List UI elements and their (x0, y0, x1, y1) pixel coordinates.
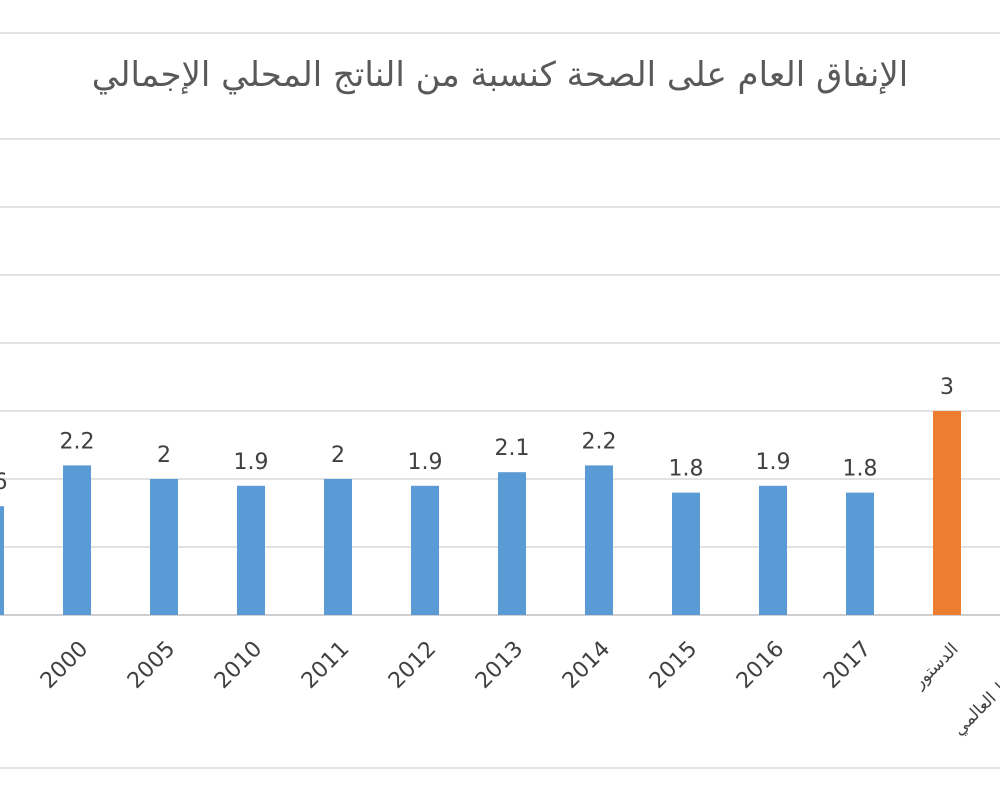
x-tick-labels: 1995 2000 2005 2010 2011 2012 2013 2014 2015 2016… (0, 637, 1000, 740)
chart-title: الإنفاق العام على الصحة كنسبة من الناتج … (91, 55, 909, 95)
bar-3 (237, 485, 265, 615)
data-label-8: 1.8 (669, 457, 704, 482)
x-tick-label-11: الدستور (909, 639, 963, 693)
data-label-7: 2.2 (582, 429, 617, 454)
x-tick-label-0: 1995 (0, 637, 6, 694)
bar-8 (672, 492, 700, 615)
data-label-0: 1.6 (0, 470, 8, 495)
bar-7 (585, 465, 613, 615)
x-tick-label-8: 2015 (645, 637, 702, 694)
bar-5 (411, 485, 439, 615)
x-tick-label-1: 2000 (36, 637, 93, 694)
bar-9 (759, 485, 787, 615)
data-label-6: 2.1 (495, 436, 530, 461)
bar-1 (63, 465, 91, 615)
x-tick-label-7: 2014 (558, 637, 615, 694)
x-tick-label-3: 2010 (210, 637, 267, 694)
x-tick-label-9: 2016 (732, 637, 789, 694)
data-label-3: 1.9 (234, 450, 269, 475)
bar-11 (933, 411, 961, 615)
data-label-10: 1.8 (843, 457, 878, 482)
bars (0, 411, 961, 615)
bar-4 (324, 479, 352, 615)
data-label-11: 3 (940, 375, 954, 400)
bar-10 (846, 492, 874, 615)
x-tick-label-5: 2012 (384, 637, 441, 694)
x-tick-label-6: 2013 (471, 637, 528, 694)
x-tick-label-10: 2017 (819, 637, 876, 694)
data-label-5: 1.9 (408, 450, 443, 475)
bar-6 (498, 472, 526, 615)
x-tick-label-2: 2005 (123, 637, 180, 694)
bar-0 (0, 506, 4, 615)
bar-2 (150, 479, 178, 615)
data-labels: 1.62.221.921.92.12.21.81.91.836 (0, 375, 954, 495)
data-label-1: 2.2 (60, 429, 95, 454)
data-label-9: 1.9 (756, 450, 791, 475)
data-label-4: 2 (331, 443, 345, 468)
x-tick-label-4: 2011 (297, 637, 354, 694)
data-label-2: 2 (157, 443, 171, 468)
